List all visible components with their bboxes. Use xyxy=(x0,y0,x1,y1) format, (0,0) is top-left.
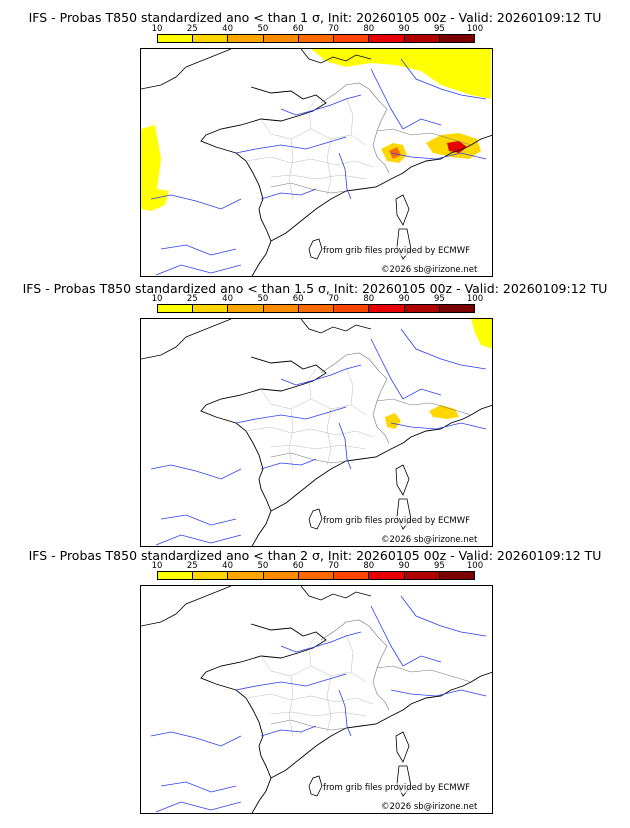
tick-label: 90 xyxy=(398,561,410,571)
colorbar-segment xyxy=(404,305,440,312)
colorbar-segment xyxy=(263,305,299,312)
tick-label: 100 xyxy=(466,294,484,304)
colorbar-segment xyxy=(193,305,229,312)
colorbar-segment xyxy=(369,305,405,312)
tick-label: 80 xyxy=(363,294,375,304)
panel-1-anomaly-areas xyxy=(141,49,491,211)
panel-2-anomaly-areas xyxy=(385,319,492,429)
panel-1-colorbar xyxy=(157,34,475,43)
colorbar-segment xyxy=(228,305,264,312)
colorbar-segment xyxy=(193,35,229,42)
anomaly-area-alps-east xyxy=(429,405,459,419)
tick-label: 80 xyxy=(363,561,375,571)
tick-label: 70 xyxy=(328,561,339,571)
colorbar-segment xyxy=(369,572,405,579)
panel-3-basemap xyxy=(141,586,492,813)
anomaly-area-north-east xyxy=(311,49,491,99)
tick-label: 95 xyxy=(433,24,445,34)
tick-label: 70 xyxy=(328,294,339,304)
panel-3-copyright: ©2026 sb@irizone.net xyxy=(381,802,478,812)
tick-label: 50 xyxy=(257,561,269,571)
panel-3-map-canvas xyxy=(141,586,492,813)
tick-label: 100 xyxy=(466,24,484,34)
panel-2-basemap xyxy=(141,319,492,546)
colorbar-segment xyxy=(193,572,229,579)
tick-label: 25 xyxy=(186,561,198,571)
colorbar-segment xyxy=(439,305,474,312)
panel-1-title: IFS - Probas T850 standardized ano < tha… xyxy=(28,10,602,25)
colorbar-segment xyxy=(228,35,264,42)
colorbar-segment xyxy=(298,35,335,42)
panel-1-map-canvas xyxy=(141,49,492,276)
panel-2-colorbar-ticks: 10 25 40 50 60 70 80 90 95 100 xyxy=(152,294,484,304)
tick-label: 40 xyxy=(222,294,234,304)
colorbar-segment xyxy=(298,305,335,312)
colorbar-segment xyxy=(404,572,440,579)
tick-label: 90 xyxy=(398,24,410,34)
panel-3-colorbar xyxy=(157,571,475,580)
panel-3-title: IFS - Probas T850 standardized ano < tha… xyxy=(28,548,602,563)
panel-2-colorbar xyxy=(157,304,475,313)
colorbar-segment xyxy=(439,572,474,579)
panel-1-source-credit: from grib files provided by ECMWF xyxy=(323,246,470,256)
panel-3-source-credit: from grib files provided by ECMWF xyxy=(323,783,470,793)
tick-label: 40 xyxy=(222,561,234,571)
tick-label: 60 xyxy=(292,24,304,34)
anomaly-area-north-east xyxy=(471,319,492,349)
panel-2-source-credit: from grib files provided by ECMWF xyxy=(323,516,470,526)
tick-label: 50 xyxy=(257,24,269,34)
panel-2-copyright: ©2026 sb@irizone.net xyxy=(381,535,478,545)
tick-label: 50 xyxy=(257,294,269,304)
panel-1-copyright: ©2026 sb@irizone.net xyxy=(381,265,478,275)
tick-label: 100 xyxy=(466,561,484,571)
tick-label: 60 xyxy=(292,561,304,571)
colorbar-segment xyxy=(404,35,440,42)
colorbar-segment xyxy=(263,35,299,42)
colorbar-segment xyxy=(158,572,194,579)
colorbar-segment xyxy=(263,572,299,579)
tick-label: 95 xyxy=(433,294,445,304)
colorbar-segment xyxy=(158,35,194,42)
panel-1-map: from grib files provided by ECMWF ©2026 … xyxy=(140,48,493,277)
tick-label: 10 xyxy=(151,24,163,34)
tick-label: 90 xyxy=(398,294,410,304)
colorbar-segment xyxy=(334,305,370,312)
anomaly-area-atlantic xyxy=(141,125,169,211)
tick-label: 10 xyxy=(151,294,163,304)
tick-label: 70 xyxy=(328,24,339,34)
colorbar-segment xyxy=(298,572,335,579)
colorbar-segment xyxy=(334,35,370,42)
tick-label: 10 xyxy=(151,561,163,571)
panel-2-map: from grib files provided by ECMWF ©2026 … xyxy=(140,318,493,547)
tick-label: 80 xyxy=(363,24,375,34)
panel-2-title: IFS - Probas T850 standardized ano < tha… xyxy=(22,281,608,296)
tick-label: 60 xyxy=(292,294,304,304)
colorbar-segment xyxy=(158,305,194,312)
tick-label: 40 xyxy=(222,24,234,34)
colorbar-segment xyxy=(369,35,405,42)
tick-label: 25 xyxy=(186,294,198,304)
anomaly-core-alps-east xyxy=(447,141,467,153)
colorbar-segment xyxy=(228,572,264,579)
colorbar-segment xyxy=(439,35,474,42)
panel-1-colorbar-ticks: 10 25 40 50 60 70 80 90 95 100 xyxy=(152,24,484,34)
tick-label: 25 xyxy=(186,24,198,34)
tick-label: 95 xyxy=(433,561,445,571)
panel-3-colorbar-ticks: 10 25 40 50 60 70 80 90 95 100 xyxy=(152,561,484,571)
anomaly-area-alps-west xyxy=(385,413,401,429)
anomaly-core-alps-west xyxy=(389,147,401,159)
colorbar-segment xyxy=(334,572,370,579)
panel-2-map-canvas xyxy=(141,319,492,546)
panel-3-map: from grib files provided by ECMWF ©2026 … xyxy=(140,585,493,814)
